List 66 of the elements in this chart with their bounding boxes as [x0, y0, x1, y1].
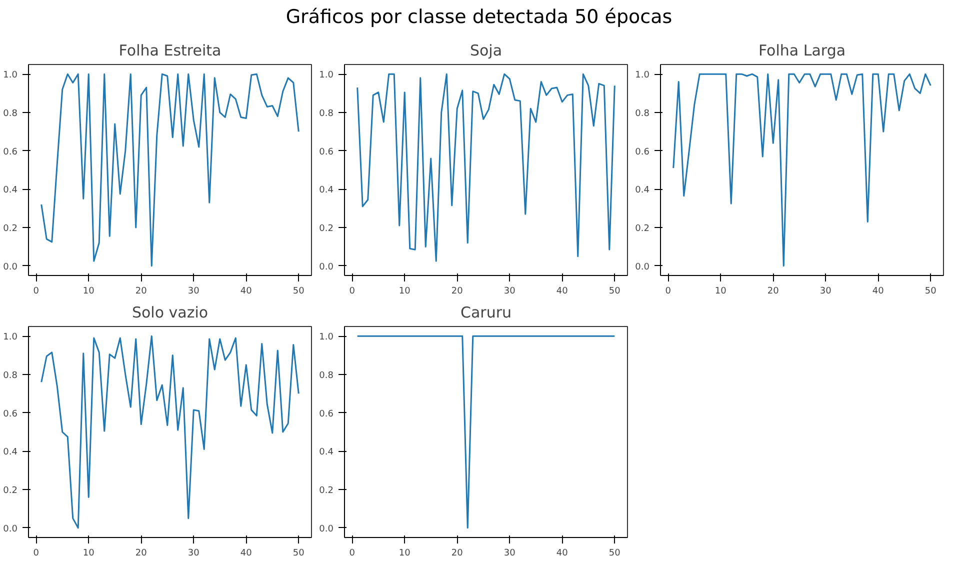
x-tick-label: 40: [556, 286, 568, 296]
text: Gráficos por classe detectada 50 épocas: [284, 5, 674, 30]
x-tick-label: 20: [451, 286, 464, 296]
y-tick-label: 0.0: [319, 524, 334, 534]
x-tick-label: 20: [767, 286, 780, 296]
x-tick-label: 40: [556, 548, 568, 558]
x-tick-label: 0: [349, 286, 356, 296]
x-tick-label: 10: [398, 548, 411, 558]
y-tick-label: 0.2: [3, 224, 18, 234]
x-tick-label: 30: [820, 286, 832, 296]
chart-title: Soja: [470, 42, 502, 60]
x-tick-label: 10: [82, 286, 95, 296]
x-tick-label: 50: [292, 548, 305, 558]
y-tick-label: 1.0: [319, 332, 334, 343]
x-tick-label: 10: [714, 286, 727, 296]
y-tick-label: 0.6: [319, 409, 334, 420]
y-tick-label: 0.4: [319, 186, 334, 196]
x-tick-label: 40: [872, 286, 884, 296]
y-tick-label: 0.6: [3, 147, 18, 158]
chart-title: Folha Estreita: [118, 42, 222, 60]
x-tick-label: 20: [451, 548, 464, 558]
x-tick-label: 40: [240, 548, 252, 558]
x-tick-label: 50: [608, 286, 621, 296]
y-tick-label: 0.4: [319, 448, 334, 458]
y-tick-label: 0.2: [635, 224, 650, 234]
x-tick-label: 0: [33, 286, 40, 296]
x-tick-label: 0: [33, 548, 40, 558]
y-tick-label: 0.4: [3, 186, 18, 196]
y-tick-label: 0.8: [3, 108, 18, 119]
y-tick-label: 0.0: [319, 262, 334, 272]
y-tick-label: 0.6: [635, 147, 650, 158]
x-tick-label: 30: [504, 548, 516, 558]
y-tick-label: 0.8: [319, 108, 334, 119]
x-tick-label: 50: [608, 548, 621, 558]
x-tick-label: 50: [292, 286, 305, 296]
x-tick-label: 0: [665, 286, 672, 296]
y-tick-label: 1.0: [3, 70, 18, 81]
x-tick-label: 10: [82, 548, 95, 558]
y-tick-label: 0.6: [3, 409, 18, 420]
x-tick-label: 50: [924, 286, 937, 296]
x-tick-label: 20: [135, 286, 148, 296]
y-tick-label: 0.8: [635, 108, 650, 119]
y-tick-label: 0.2: [3, 486, 18, 496]
x-tick-label: 30: [504, 286, 516, 296]
y-tick-label: 0.0: [635, 262, 650, 272]
y-tick-label: 0.0: [3, 524, 18, 534]
chart-title: Caruru: [460, 304, 512, 322]
x-tick-label: 30: [188, 286, 200, 296]
y-tick-label: 1.0: [319, 70, 334, 81]
x-tick-label: 30: [188, 548, 200, 558]
x-tick-label: 10: [398, 286, 411, 296]
y-tick-label: 0.0: [3, 262, 18, 272]
y-tick-label: 1.0: [635, 70, 650, 81]
y-tick-label: 0.8: [3, 370, 18, 381]
chart-title: Solo vazio: [132, 304, 208, 322]
y-tick-label: 0.4: [3, 448, 18, 458]
y-tick-label: 0.8: [319, 370, 334, 381]
x-tick-label: 0: [349, 548, 356, 558]
y-tick-label: 0.6: [319, 147, 334, 158]
y-tick-label: 0.4: [635, 186, 650, 196]
x-tick-label: 40: [240, 286, 252, 296]
x-tick-label: 20: [135, 548, 148, 558]
y-tick-label: 0.2: [319, 486, 334, 496]
y-tick-label: 1.0: [3, 332, 18, 343]
chart-title: Folha Larga: [758, 42, 846, 60]
y-tick-label: 0.2: [319, 224, 334, 234]
